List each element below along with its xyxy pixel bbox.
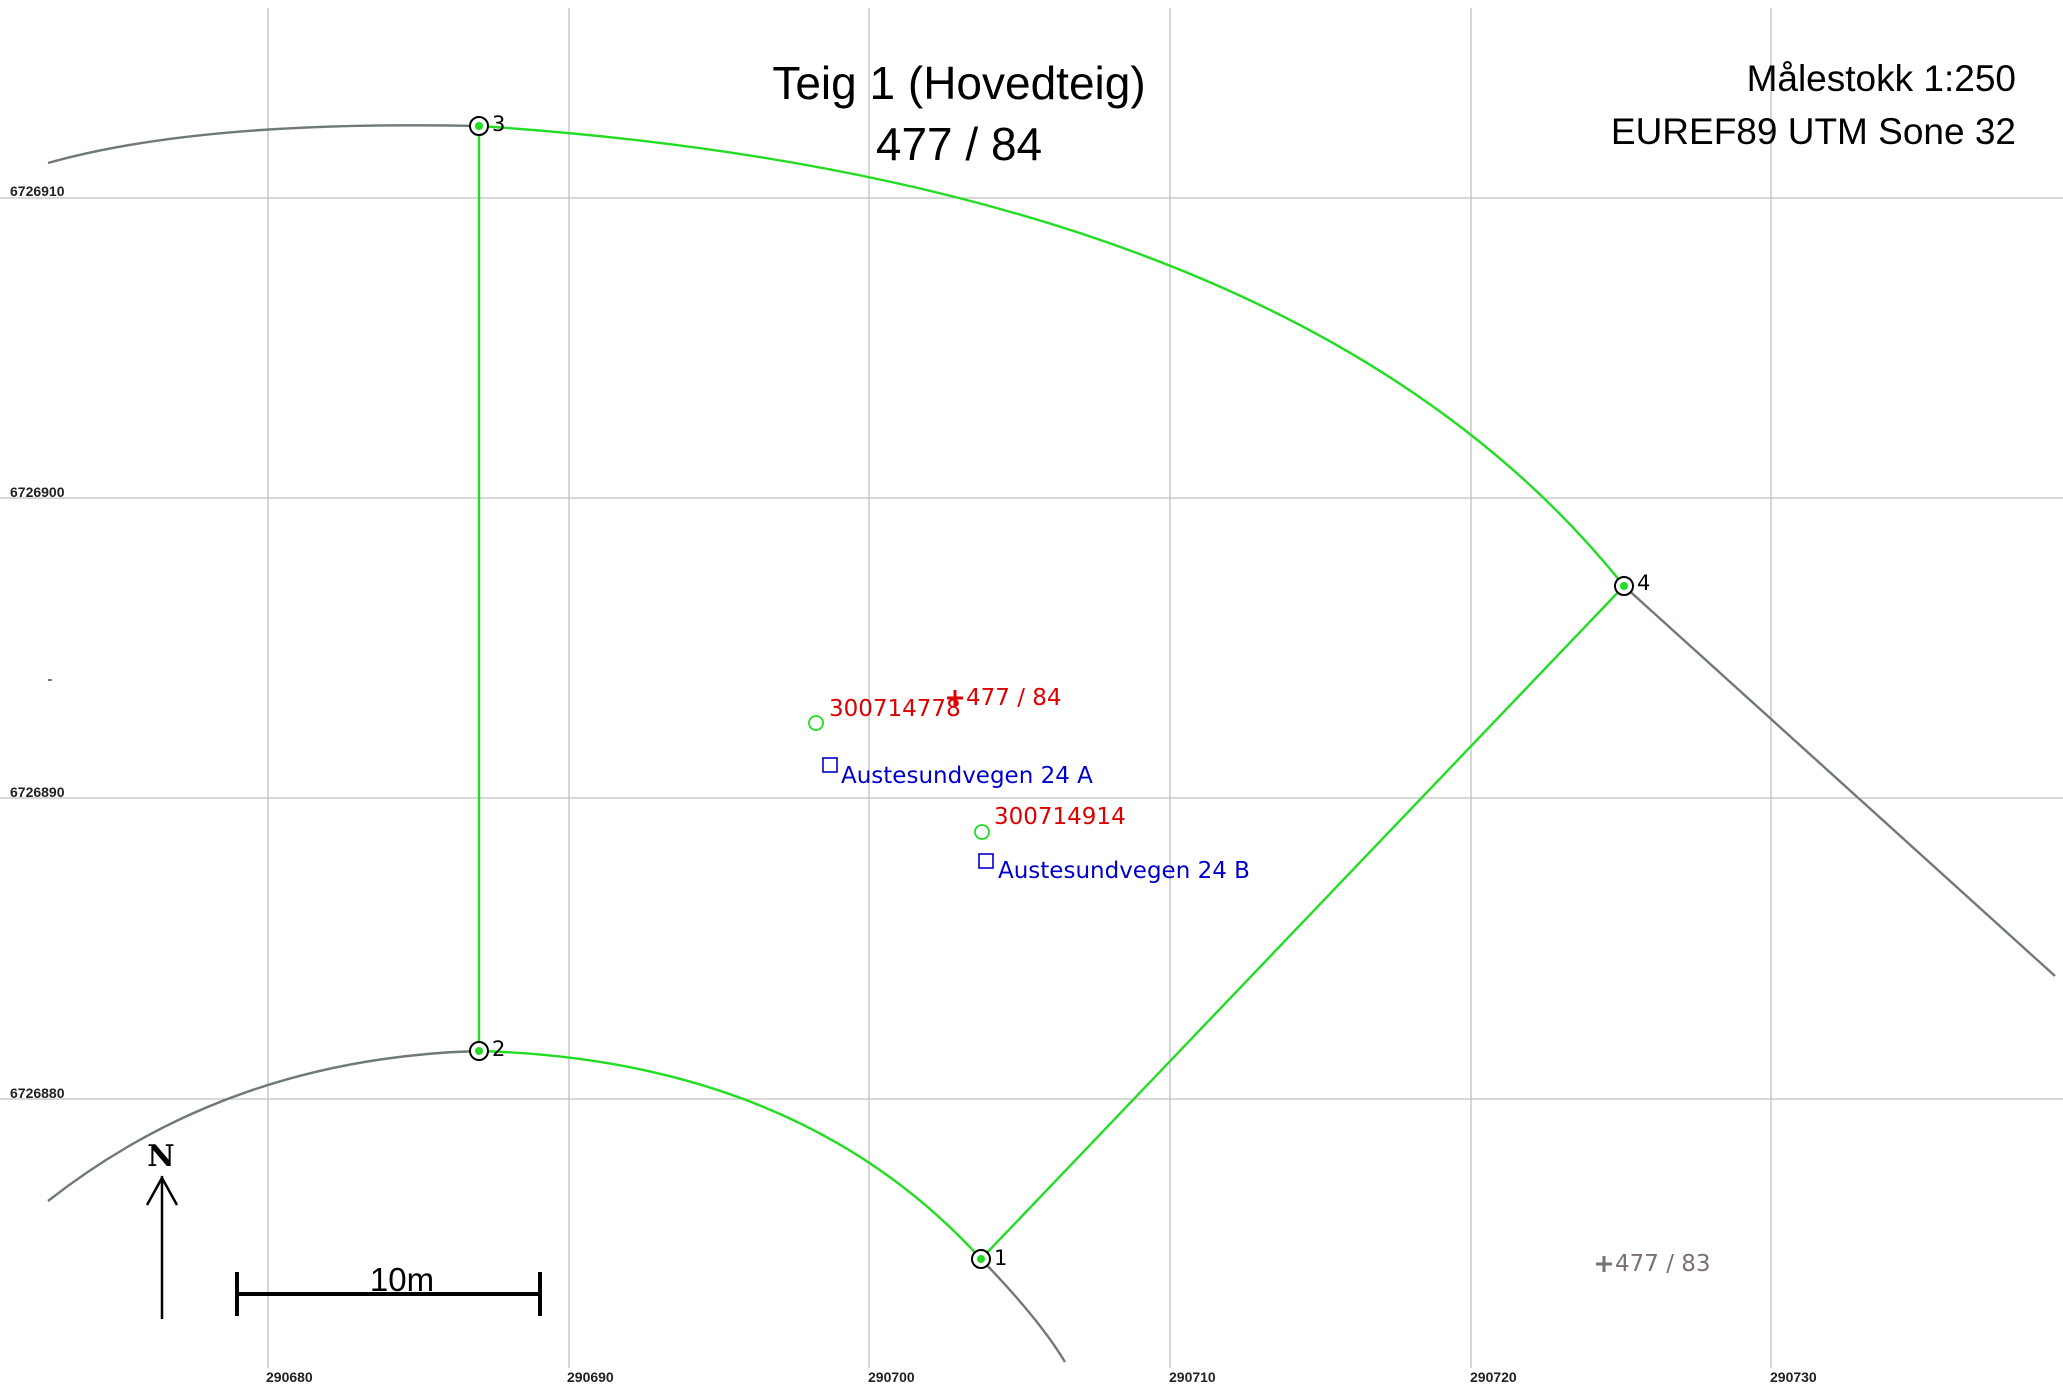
boundary-segment-4-1 (980, 585, 1625, 1260)
boundary-marker-dot (475, 122, 483, 130)
building-2[interactable]: 300714914 (974, 804, 1126, 840)
address-point-icon (822, 757, 838, 773)
parcel-number: 477 / 84 (966, 685, 1062, 711)
northing-label: 6726910 (10, 183, 65, 199)
northing-label: 6726880 (10, 1085, 65, 1101)
scale-bar: 10m (235, 1261, 542, 1316)
address-2[interactable]: Austesundvegen 24 B (978, 853, 1250, 884)
address-text: Austesundvegen 24 A (841, 763, 1093, 789)
boundary-point-label: 4 (1637, 571, 1650, 595)
neighbor-boundary-top (47, 124, 480, 165)
parcel-label-main[interactable]: 477 / 84 (947, 685, 1062, 711)
easting-label: 290680 (266, 1369, 313, 1385)
building-id: 300714914 (994, 804, 1126, 830)
parcel-cross-icon (1596, 1256, 1612, 1272)
map-title: Teig 1 (Hovedteig) (772, 57, 1145, 109)
easting-label: 290700 (868, 1369, 915, 1385)
north-arrow: N (145, 1139, 179, 1319)
northing-label: 6726900 (10, 484, 65, 500)
map-subtitle: 477 / 84 (876, 118, 1042, 170)
easting-label: 290690 (567, 1369, 614, 1385)
boundary-point-4[interactable]: 4 (1614, 571, 1650, 596)
boundary-marker-dot (1620, 582, 1628, 590)
boundary-point-3[interactable]: 3 (469, 112, 505, 136)
boundary-point-1[interactable]: 1 (971, 1246, 1007, 1270)
neighbor-boundary-right (1623, 585, 2056, 977)
grid (0, 8, 2063, 1368)
address-point-icon (978, 853, 994, 869)
scale-bar-graphic (235, 1272, 542, 1316)
neighbor-boundary-bottom-left (47, 1049, 480, 1202)
parcel-boundary (477, 124, 1625, 1260)
north-label: N (147, 1139, 174, 1174)
parcel-label-neighbor[interactable]: 477 / 83 (1596, 1251, 1711, 1277)
parcel-cross-icon (947, 690, 963, 706)
boundary-segment-1-2 (478, 1049, 982, 1260)
boundary-point-2[interactable]: 2 (469, 1037, 505, 1061)
parcel-number: 477 / 83 (1615, 1251, 1711, 1277)
boundary-point-label: 1 (994, 1246, 1007, 1270)
scale-text: Målestokk 1:250 (1747, 58, 2016, 99)
address-1[interactable]: Austesundvegen 24 A (822, 757, 1093, 789)
easting-label: 290720 (1470, 1369, 1517, 1385)
neighbor-boundaries (47, 124, 2056, 1363)
easting-label: 290730 (1770, 1369, 1817, 1385)
building-id: 300714778 (829, 696, 961, 722)
boundary-marker-dot (475, 1047, 483, 1055)
building-point-icon (808, 715, 824, 731)
projection-text: EUREF89 UTM Sone 32 (1611, 111, 2016, 152)
boundary-segment-3-4 (478, 124, 1625, 587)
building-1[interactable]: 300714778 (808, 696, 961, 731)
north-arrow-icon (145, 1175, 179, 1319)
northing-label: 6726890 (10, 784, 65, 800)
boundary-point-label: 3 (492, 112, 505, 136)
neighbor-boundary-bottom (980, 1258, 1067, 1363)
address-text: Austesundvegen 24 B (998, 858, 1250, 884)
boundary-marker-dot (977, 1255, 985, 1263)
boundary-point-label: 2 (492, 1037, 505, 1061)
easting-label: 290710 (1169, 1369, 1216, 1385)
building-point-icon (974, 824, 990, 840)
scale-bar-label: 10m (370, 1261, 434, 1298)
